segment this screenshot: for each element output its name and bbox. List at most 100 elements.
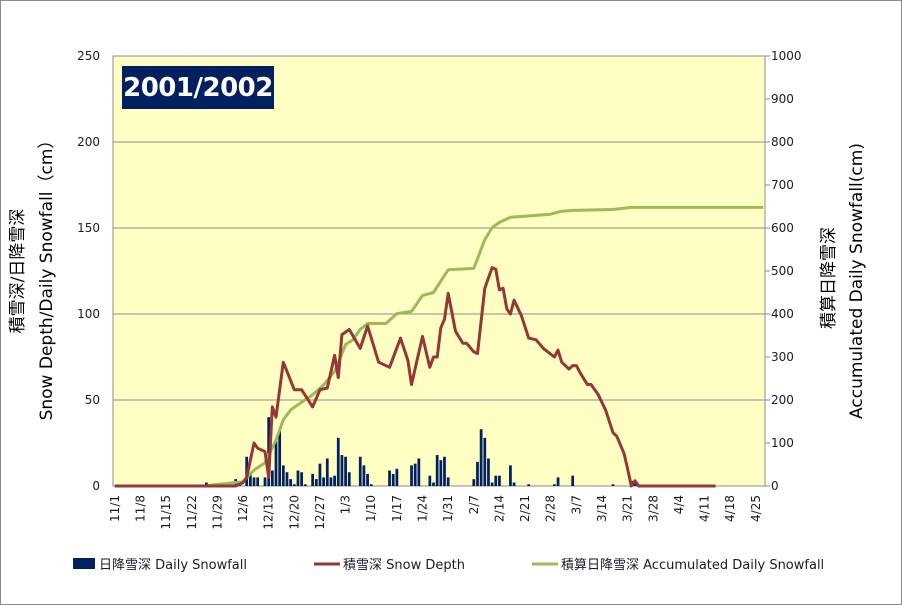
snowfall-bar <box>395 468 399 486</box>
snowfall-bar <box>527 484 531 486</box>
snowfall-bar <box>318 463 322 486</box>
x-tick-label: 2/14 <box>492 495 506 522</box>
y-left-tick-label: 50 <box>85 393 100 407</box>
snowfall-bar <box>446 477 450 486</box>
y-left-tick-label: 200 <box>77 135 100 149</box>
snowfall-bar <box>263 477 267 486</box>
x-tick-label: 11/29 <box>210 495 224 530</box>
snowfall-bar <box>289 479 293 486</box>
x-tick-label: 11/15 <box>159 495 173 530</box>
accumulated-snowfall-line <box>114 205 764 488</box>
snowfall-bar <box>417 458 421 486</box>
snowfall-bar <box>285 472 289 486</box>
snowfall-bar <box>366 473 369 486</box>
x-tick-label: 12/13 <box>262 495 276 530</box>
snowfall-bar <box>252 477 256 486</box>
snowfall-bar <box>314 479 318 486</box>
y-right-tick-label: 900 <box>771 92 794 106</box>
y-right-tick-label: 1000 <box>771 49 802 63</box>
snowfall-bar <box>274 441 278 486</box>
snowfall-bar <box>483 437 487 486</box>
y-left-tick-label: 0 <box>92 479 100 493</box>
snowfall-bar <box>333 475 336 486</box>
legend-label-accumulated: 積算日降雪深 Accumulated Daily Snowfall <box>561 558 824 573</box>
snowfall-bar <box>494 475 498 486</box>
snowfall-bar <box>432 482 435 486</box>
x-tick-label: 1/24 <box>416 495 430 522</box>
chart-title: 2001/2002 <box>122 66 274 109</box>
y-left-tick-label: 250 <box>77 49 100 63</box>
y-left-tick-label: 150 <box>77 221 100 235</box>
y-right-tick-label: 400 <box>771 307 794 321</box>
snowfall-bar <box>311 473 315 486</box>
x-tick-label: 11/22 <box>185 495 199 530</box>
x-tick-label: 4/11 <box>698 495 712 522</box>
snowfall-bar <box>472 479 476 486</box>
x-tick-label: 1/10 <box>364 495 378 522</box>
x-tick-label: 2/21 <box>518 495 532 522</box>
y-right-tick-label: 300 <box>771 350 794 364</box>
y-left-title-jp: 積雪深/日降雪深 <box>8 209 28 334</box>
x-tick-label: 12/20 <box>287 495 301 530</box>
plot-border <box>112 55 766 487</box>
x-tick-label: 4/25 <box>749 495 763 522</box>
y-left-title-en: Snow Depth/Daily Snowfall（cm） <box>37 132 57 421</box>
snowfall-bar <box>571 475 575 486</box>
x-tick-label: 3/21 <box>621 495 635 522</box>
snowfall-bar <box>611 484 615 486</box>
snowfall-bar <box>413 463 417 486</box>
snowfall-bar <box>512 482 516 486</box>
snowfall-bar <box>292 484 296 486</box>
x-tick-label: 11/8 <box>133 495 147 522</box>
snowfall-bar <box>300 472 304 486</box>
x-tick-label: 3/14 <box>595 495 609 522</box>
snowfall-bar <box>344 456 347 486</box>
snowfall-bar <box>435 455 439 486</box>
x-tick-label: 1/31 <box>441 495 455 522</box>
snowfall-bar <box>329 477 333 486</box>
snowfall-bar <box>248 473 252 486</box>
x-tick-label: 2/7 <box>467 495 481 514</box>
legend-label-snowfall: 日降雪深 Daily Snowfall <box>99 558 247 573</box>
legend-label-depth: 積雪深 Snow Depth <box>343 558 465 573</box>
snowfall-bar <box>553 484 556 486</box>
snowfall-bar <box>498 475 501 486</box>
snowfall-bar <box>443 456 446 486</box>
y-right-tick-label: 0 <box>771 479 779 493</box>
y-right-tick-label: 600 <box>771 221 794 235</box>
snowfall-bar <box>336 437 340 486</box>
x-tick-label: 12/27 <box>313 495 327 530</box>
snowfall-bar <box>270 470 274 486</box>
x-tick-label: 3/28 <box>646 495 660 522</box>
snowfall-bar <box>325 458 329 486</box>
y-left-tick-label: 100 <box>77 307 100 321</box>
snowfall-bar <box>347 472 351 486</box>
snowfall-bar <box>205 482 208 486</box>
snowfall-bar <box>278 430 282 486</box>
y-right-tick-label: 800 <box>771 135 794 149</box>
x-tick-label: 2/28 <box>544 495 558 522</box>
snowfall-bar <box>362 465 366 486</box>
y-right-tick-label: 200 <box>771 393 794 407</box>
y-right-tick-label: 700 <box>771 178 794 192</box>
snowfall-bar <box>428 475 432 486</box>
x-tick-label: 4/4 <box>672 495 686 514</box>
x-tick-label: 3/7 <box>569 495 583 514</box>
snowfall-bar <box>391 473 395 486</box>
snowfall-bar <box>487 458 490 486</box>
snowfall-bar <box>358 456 362 486</box>
plot-area <box>113 56 765 486</box>
x-tick-label: 4/18 <box>723 495 737 522</box>
y-right-title-jp: 積算日降雪深 <box>819 227 839 329</box>
x-tick-label: 12/6 <box>236 495 250 522</box>
snowfall-bar <box>281 465 285 486</box>
snowfall-bar <box>322 477 325 486</box>
snowfall-bar <box>410 465 413 486</box>
y-right-title-en: Accumulated Daily Snowfall(cm) <box>847 143 867 419</box>
snowfall-bar <box>388 470 391 486</box>
legend: 日降雪深 Daily Snowfall 積雪深 Snow Depth 積算日降雪深 … <box>73 558 824 573</box>
legend-swatch-snowfall <box>73 558 95 569</box>
snowfall-bar <box>340 455 344 486</box>
x-tick-label: 11/1 <box>108 495 122 522</box>
